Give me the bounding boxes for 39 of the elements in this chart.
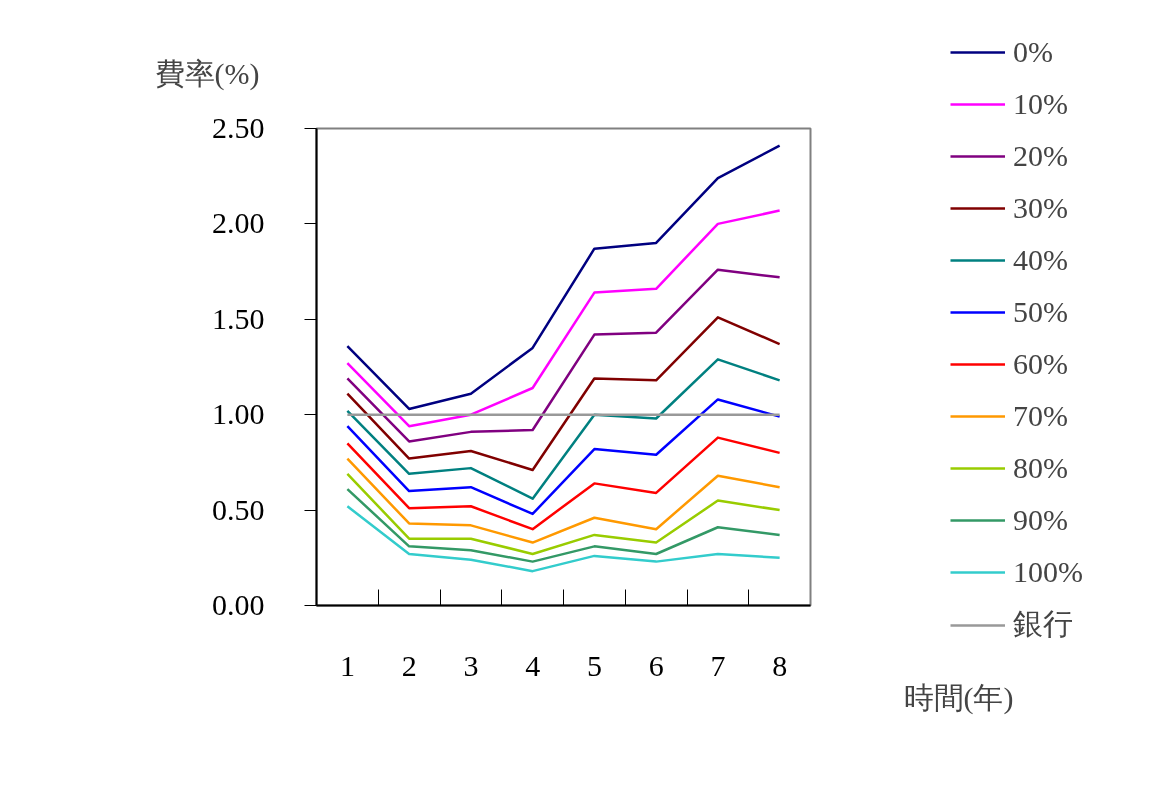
line-series <box>346 457 781 544</box>
x-tick-label: 5 <box>586 648 602 682</box>
x-tick-label: 4 <box>525 648 541 682</box>
legend-label: 銀行 <box>1013 606 1073 642</box>
y-axis-title: 費率(%) <box>154 56 260 91</box>
legend-label: 20% <box>1013 138 1068 174</box>
legend-label: 90% <box>1013 502 1068 538</box>
y-tick-label: 0.00 <box>212 588 265 621</box>
line-series <box>346 505 781 573</box>
y-tick-label: 0.50 <box>212 492 265 526</box>
line-series <box>346 358 781 500</box>
y-tick-label: 2.50 <box>212 111 265 144</box>
legend-label: 50% <box>1013 294 1068 330</box>
y-tick-label: 1.50 <box>212 301 265 335</box>
x-tick-label: 7 <box>710 648 726 682</box>
line-series <box>346 316 781 472</box>
legend-label: 30% <box>1013 190 1068 226</box>
x-tick-label: 3 <box>463 648 479 682</box>
line-series <box>346 268 781 443</box>
x-tick-label: 6 <box>648 648 664 682</box>
legend-label: 60% <box>1013 346 1068 382</box>
line-series <box>346 436 781 531</box>
x-tick-label: 1 <box>339 648 355 682</box>
legend-label: 100% <box>1013 554 1083 590</box>
legend-label: 0% <box>1013 34 1053 70</box>
legend-label: 40% <box>1013 242 1068 278</box>
legend-label: 70% <box>1013 398 1068 434</box>
line-series <box>346 487 781 563</box>
line-series <box>346 209 781 428</box>
x-tick-label: 8 <box>772 648 788 682</box>
line-series <box>346 144 781 411</box>
y-tick-label: 2.00 <box>212 206 265 240</box>
x-axis-title: 時間(年) <box>903 680 1014 715</box>
line-series <box>346 472 781 556</box>
legend-label: 10% <box>1013 86 1068 122</box>
legend-label: 80% <box>1013 450 1068 486</box>
x-tick-label: 2 <box>401 648 417 682</box>
line-series <box>346 398 781 516</box>
y-tick-label: 1.00 <box>212 397 265 431</box>
